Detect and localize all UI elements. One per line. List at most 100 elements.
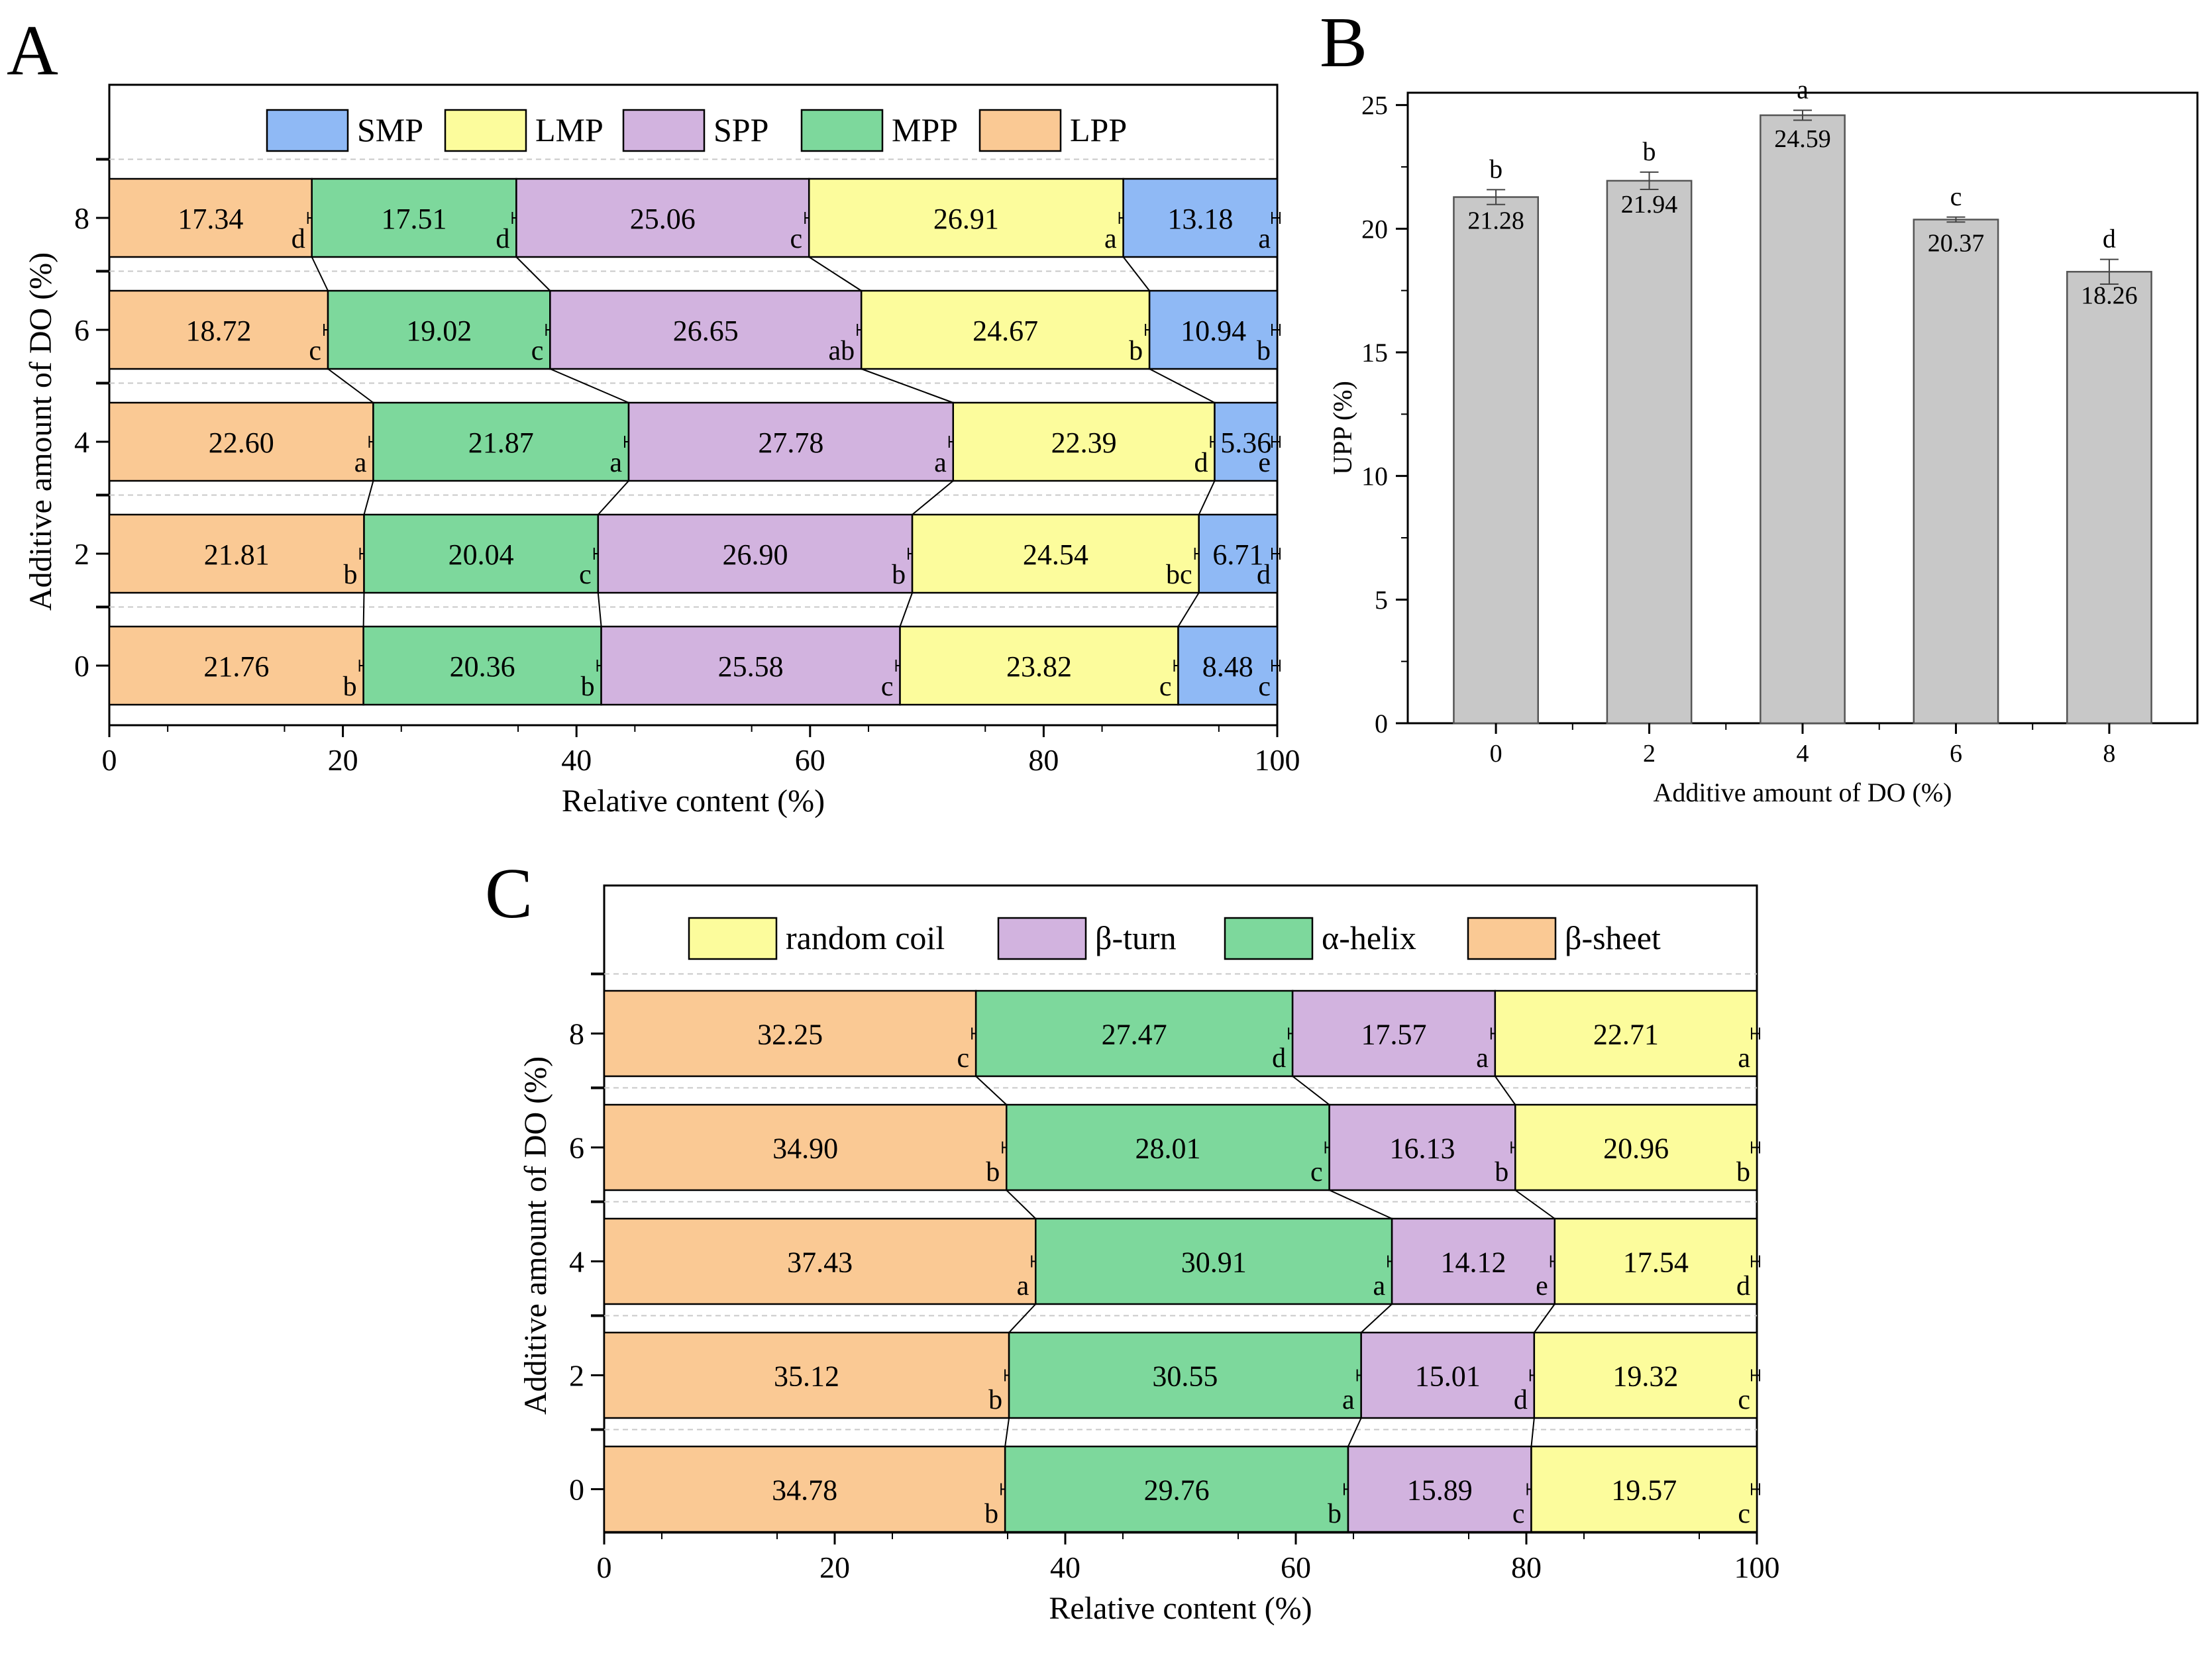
a-bar-spp — [549, 289, 863, 370]
b-x-tick-label: 4 — [1797, 740, 1809, 768]
a-value-label: 20.04 — [448, 538, 514, 571]
c-legend-swatch-beta-sheet — [1467, 917, 1557, 960]
a-bar-lmp — [808, 177, 1124, 258]
a-significance-letter: a — [1104, 224, 1117, 254]
b-x-tick-label: 6 — [1950, 740, 1962, 768]
a-bar-lmp — [899, 625, 1179, 706]
a-significance-letter: c — [1258, 672, 1271, 702]
a-bar-smp — [1198, 513, 1279, 594]
a-legend-label-mpp: MPP — [892, 111, 958, 148]
c-value-label: 19.32 — [1612, 1360, 1678, 1393]
a-connector-line — [598, 480, 629, 515]
a-value-label: 25.58 — [718, 650, 784, 683]
a-connector-line — [1198, 480, 1216, 515]
c-bar-random-coil — [1533, 1331, 1758, 1419]
a-connector-line — [549, 368, 629, 403]
c-significance-letter: a — [1373, 1271, 1385, 1301]
a-connector-line — [861, 368, 954, 403]
c-connector-line — [1292, 1076, 1330, 1105]
c-connector-line — [1006, 1189, 1036, 1219]
a-significance-letter: b — [892, 560, 906, 590]
a-x-tick-label: 40 — [561, 743, 592, 777]
a-bar-lpp — [108, 625, 364, 706]
a-bar-mpp — [363, 513, 600, 594]
c-significance-letter: d — [1736, 1271, 1750, 1301]
a-value-label: 26.65 — [673, 315, 739, 347]
a-connector-line — [515, 256, 551, 291]
c-connector-line — [1004, 1417, 1010, 1447]
a-significance-letter: b — [1257, 336, 1271, 366]
c-connector-line — [1534, 1303, 1555, 1333]
a-y-tick-label: 8 — [74, 201, 89, 235]
a-connector-line — [1122, 256, 1150, 291]
a-significance-letter: c — [881, 672, 894, 702]
a-legend-swatch-spp — [622, 109, 706, 152]
c-connector-line — [1347, 1417, 1362, 1447]
c-significance-letter: c — [1738, 1385, 1750, 1415]
c-x-tick-label: 100 — [1734, 1550, 1780, 1584]
a-value-label: 19.02 — [406, 315, 472, 347]
a-value-label: 18.72 — [186, 315, 252, 347]
c-connector-line — [1329, 1189, 1393, 1219]
c-value-label: 16.13 — [1389, 1133, 1455, 1165]
a-value-label: 26.90 — [722, 538, 788, 571]
a-y-tick-label: 2 — [74, 537, 89, 571]
c-significance-letter: c — [957, 1043, 969, 1074]
a-connector-line — [1149, 368, 1215, 403]
b-bar — [1453, 196, 1539, 725]
c-y-tick-label: 4 — [569, 1245, 584, 1279]
a-legend-swatch-lmp — [444, 109, 527, 152]
a-significance-letter: c — [790, 224, 803, 254]
panel-label-a: A — [7, 11, 58, 90]
a-value-label: 17.51 — [382, 203, 447, 235]
c-bar-random-coil — [1554, 1217, 1758, 1305]
a-y-tick-label: 4 — [74, 425, 89, 459]
c-value-label: 37.43 — [787, 1246, 853, 1279]
c-significance-letter: c — [1738, 1499, 1750, 1529]
a-bar-spp — [627, 401, 955, 482]
a-value-label: 17.34 — [178, 203, 243, 235]
c-connector-line — [1514, 1189, 1555, 1219]
c-y-tick-label: 0 — [569, 1473, 584, 1507]
a-legend-label-lmp: LMP — [535, 111, 604, 148]
c-value-label: 34.78 — [772, 1474, 837, 1507]
c-connector-line — [1495, 1076, 1516, 1105]
c-significance-letter: a — [1738, 1043, 1750, 1074]
a-significance-letter: ab — [829, 336, 855, 366]
panel-a-stacked-bar-chart: 0 2 4 6 8 21.76 b 21.81 b 22.60 a 18.72 c 17.34 d 20.36… — [23, 83, 1300, 819]
a-y-tick-label: 0 — [74, 649, 89, 683]
c-y-tick-label: 8 — [569, 1017, 584, 1051]
c-significance-letter: b — [1495, 1157, 1508, 1188]
c-value-label: 17.57 — [1361, 1019, 1426, 1051]
a-significance-letter: c — [1159, 672, 1172, 702]
c-legend-swatch-beta-turn — [997, 917, 1087, 960]
c-legend-label-beta-sheet: β-sheet — [1565, 919, 1661, 956]
a-significance-letter: b — [344, 560, 358, 590]
a-value-label: 23.82 — [1006, 650, 1072, 683]
c-significance-letter: a — [1017, 1271, 1029, 1301]
a-x-tick-label: 20 — [328, 743, 358, 777]
a-connector-line — [899, 592, 914, 627]
a-value-label: 21.76 — [203, 650, 269, 683]
a-bar-lmp — [911, 513, 1200, 594]
c-bar-beta-turn — [1328, 1103, 1516, 1191]
a-value-label: 25.06 — [630, 203, 696, 235]
b-significance-letter: b — [1489, 154, 1502, 183]
c-value-label: 15.89 — [1407, 1474, 1473, 1507]
a-bar-smp — [1214, 401, 1279, 482]
b-x-tick-label: 8 — [2103, 740, 2115, 768]
c-value-label: 34.90 — [772, 1133, 838, 1165]
c-value-label: 30.55 — [1152, 1360, 1218, 1393]
a-legend-label-lpp: LPP — [1070, 111, 1127, 148]
a-value-label: 20.36 — [450, 650, 515, 683]
b-value-label: 20.37 — [1928, 230, 1985, 258]
a-bar-lpp — [108, 401, 374, 482]
panel-c-stacked-bar-chart: 0 2 4 6 8 34.78 b 35.12 b 37.43 a 34.90 b 32.25 c 29.76… — [518, 884, 1780, 1626]
a-x-tick-label: 100 — [1255, 743, 1300, 777]
c-value-label: 22.71 — [1593, 1019, 1659, 1051]
c-bar-random-coil — [1530, 1445, 1758, 1533]
b-x-axis-title: Additive amount of DO (%) — [1653, 778, 1952, 807]
c-significance-letter: c — [1512, 1499, 1525, 1529]
panel-label-c: C — [485, 854, 533, 933]
c-connector-line — [975, 1076, 1007, 1105]
